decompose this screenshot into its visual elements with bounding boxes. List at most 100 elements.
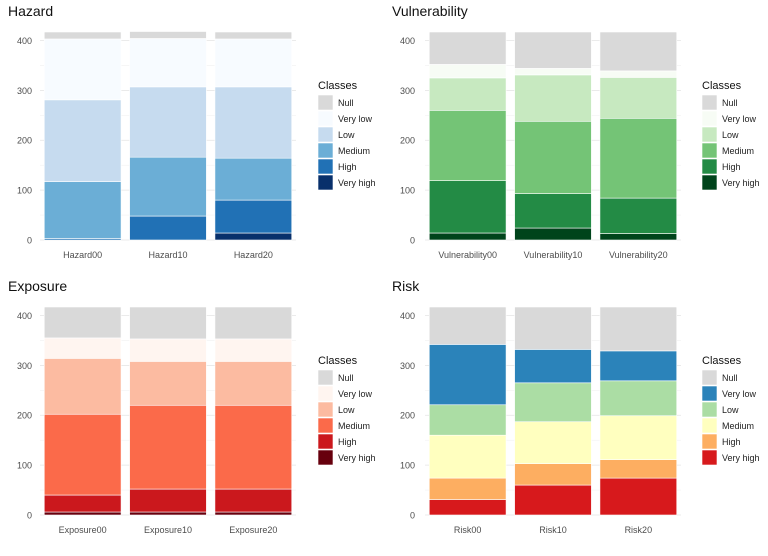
legend-label-high: High xyxy=(338,437,357,447)
legend-swatch-null xyxy=(317,369,334,386)
bar-segment-exposure20-high xyxy=(214,488,293,513)
bar-segment-hazard20-high xyxy=(214,199,293,234)
legend-label-low: Low xyxy=(338,405,355,415)
legend-label-very-low: Very low xyxy=(722,389,757,399)
chart-panel-vulnerability: Vulnerability 0 100 200 300 400 Vulnerability0… xyxy=(392,3,760,260)
legend-swatch-high xyxy=(317,158,334,175)
y-tick-label: 0 xyxy=(27,511,32,521)
legend-label-very-high: Very high xyxy=(722,178,760,188)
bar-segment-risk10-medium xyxy=(514,421,592,464)
legend-swatch-very-high xyxy=(317,449,334,466)
y-tick-label: 200 xyxy=(400,136,415,146)
legend-title: Classes xyxy=(318,355,358,367)
y-tick-label: 300 xyxy=(17,86,32,96)
y-tick-label: 200 xyxy=(400,411,415,421)
bar-segment-risk20-null xyxy=(599,306,678,352)
y-tick-label: 100 xyxy=(17,461,32,471)
bar-segment-hazard10-null xyxy=(129,31,207,39)
bar-segment-hazard10-low xyxy=(129,86,207,158)
bar-segment-exposure20-low xyxy=(214,361,293,406)
legend-swatch-high xyxy=(701,158,718,175)
bar-segment-risk10-low xyxy=(514,382,592,423)
bar-segment-risk20-medium xyxy=(599,415,678,460)
bar-segment-vulnerability20-very-high xyxy=(599,233,678,241)
legend-swatch-very-low xyxy=(701,110,718,127)
legend-label-low: Low xyxy=(722,130,739,140)
x-tick-label: Hazard10 xyxy=(148,250,187,260)
chart-panel-hazard: Hazard 0 100 200 300 400 Hazard00 Hazard10 Hazar… xyxy=(8,3,376,260)
bar-segment-vulnerability10-low xyxy=(514,74,592,122)
legend-swatch-medium xyxy=(317,417,334,434)
bar-segment-exposure20-medium xyxy=(214,404,293,490)
bar-segment-risk00-medium xyxy=(428,434,507,479)
y-tick-label: 200 xyxy=(17,411,32,421)
legend-label-high: High xyxy=(338,162,357,172)
legend-swatch-high xyxy=(317,433,334,450)
bar-segment-exposure20-very-high xyxy=(214,511,293,516)
legend-swatch-medium xyxy=(317,142,334,159)
legend-label-medium: Medium xyxy=(338,146,370,156)
legend-label-very-high: Very high xyxy=(338,178,376,188)
legend-swatch-null xyxy=(317,94,334,111)
bar-segment-exposure00-medium xyxy=(43,413,122,496)
chart-panel-exposure: Exposure 0 100 200 300 400 Exposure00 Exposure1… xyxy=(8,278,376,535)
legend-swatch-null xyxy=(701,94,718,111)
y-tick-label: 300 xyxy=(400,86,415,96)
x-tick-label: Risk20 xyxy=(625,525,653,535)
legend-label-low: Low xyxy=(338,130,355,140)
bar-segment-vulnerability20-medium xyxy=(599,117,678,199)
legend-swatch-medium xyxy=(701,142,718,159)
y-tick-label: 300 xyxy=(400,361,415,371)
bar-segment-risk20-low xyxy=(599,380,678,417)
x-tick-label: Exposure10 xyxy=(144,525,192,535)
bar-segment-risk10-very-high xyxy=(514,484,592,516)
bar-segment-exposure10-very-low xyxy=(129,338,207,362)
x-tick-label: Vulnerability00 xyxy=(438,250,497,260)
bar-segment-hazard10-high xyxy=(129,215,207,241)
legend-label-low: Low xyxy=(722,405,739,415)
bar-segment-vulnerability20-low xyxy=(599,77,678,119)
legend-label-medium: Medium xyxy=(338,421,370,431)
y-tick-label: 0 xyxy=(410,236,415,246)
bar-segment-exposure00-very-high xyxy=(43,511,122,516)
bar-segment-vulnerability20-high xyxy=(599,197,678,234)
legend-label-very-high: Very high xyxy=(338,453,376,463)
x-tick-label: Hazard20 xyxy=(234,250,273,260)
legend-swatch-very-low xyxy=(317,110,334,127)
legend-swatch-low xyxy=(701,126,718,143)
x-tick-label: Hazard00 xyxy=(63,250,102,260)
x-tick-label: Risk10 xyxy=(539,525,567,535)
bar-segment-exposure10-medium xyxy=(129,404,207,490)
bar-segment-risk00-low xyxy=(428,404,507,436)
bar-segment-risk00-very-low xyxy=(428,344,507,406)
bar-segment-exposure00-null xyxy=(43,306,122,339)
legend-label-high: High xyxy=(722,162,741,172)
chart-title: Risk xyxy=(392,278,420,294)
bar-segment-risk10-null xyxy=(514,306,592,350)
legend-swatch-very-high xyxy=(317,174,334,191)
y-tick-label: 400 xyxy=(400,36,415,46)
bar-segment-hazard00-very-low xyxy=(43,38,122,101)
y-tick-label: 400 xyxy=(17,36,32,46)
legend-label-very-low: Very low xyxy=(338,389,373,399)
bar-segment-risk00-null xyxy=(428,306,507,345)
legend-label-high: High xyxy=(722,437,741,447)
legend-swatch-null xyxy=(701,369,718,386)
y-tick-label: 100 xyxy=(17,186,32,196)
bar-segment-hazard20-low xyxy=(214,86,293,159)
bar-segment-vulnerability10-very-low xyxy=(514,68,592,76)
y-tick-label: 400 xyxy=(17,311,32,321)
legend-swatch-high xyxy=(701,433,718,450)
bar-segment-vulnerability00-medium xyxy=(428,110,507,181)
legend-label-medium: Medium xyxy=(722,146,754,156)
legend-label-null: Null xyxy=(338,373,354,383)
legend-label-very-low: Very low xyxy=(722,114,757,124)
legend-swatch-very-low xyxy=(701,385,718,402)
bar-segment-vulnerability10-high xyxy=(514,193,592,229)
legend-label-null: Null xyxy=(722,373,738,383)
bar-segment-vulnerability10-medium xyxy=(514,120,592,194)
legend-swatch-very-high xyxy=(701,449,718,466)
bar-segment-vulnerability00-null xyxy=(428,31,507,65)
